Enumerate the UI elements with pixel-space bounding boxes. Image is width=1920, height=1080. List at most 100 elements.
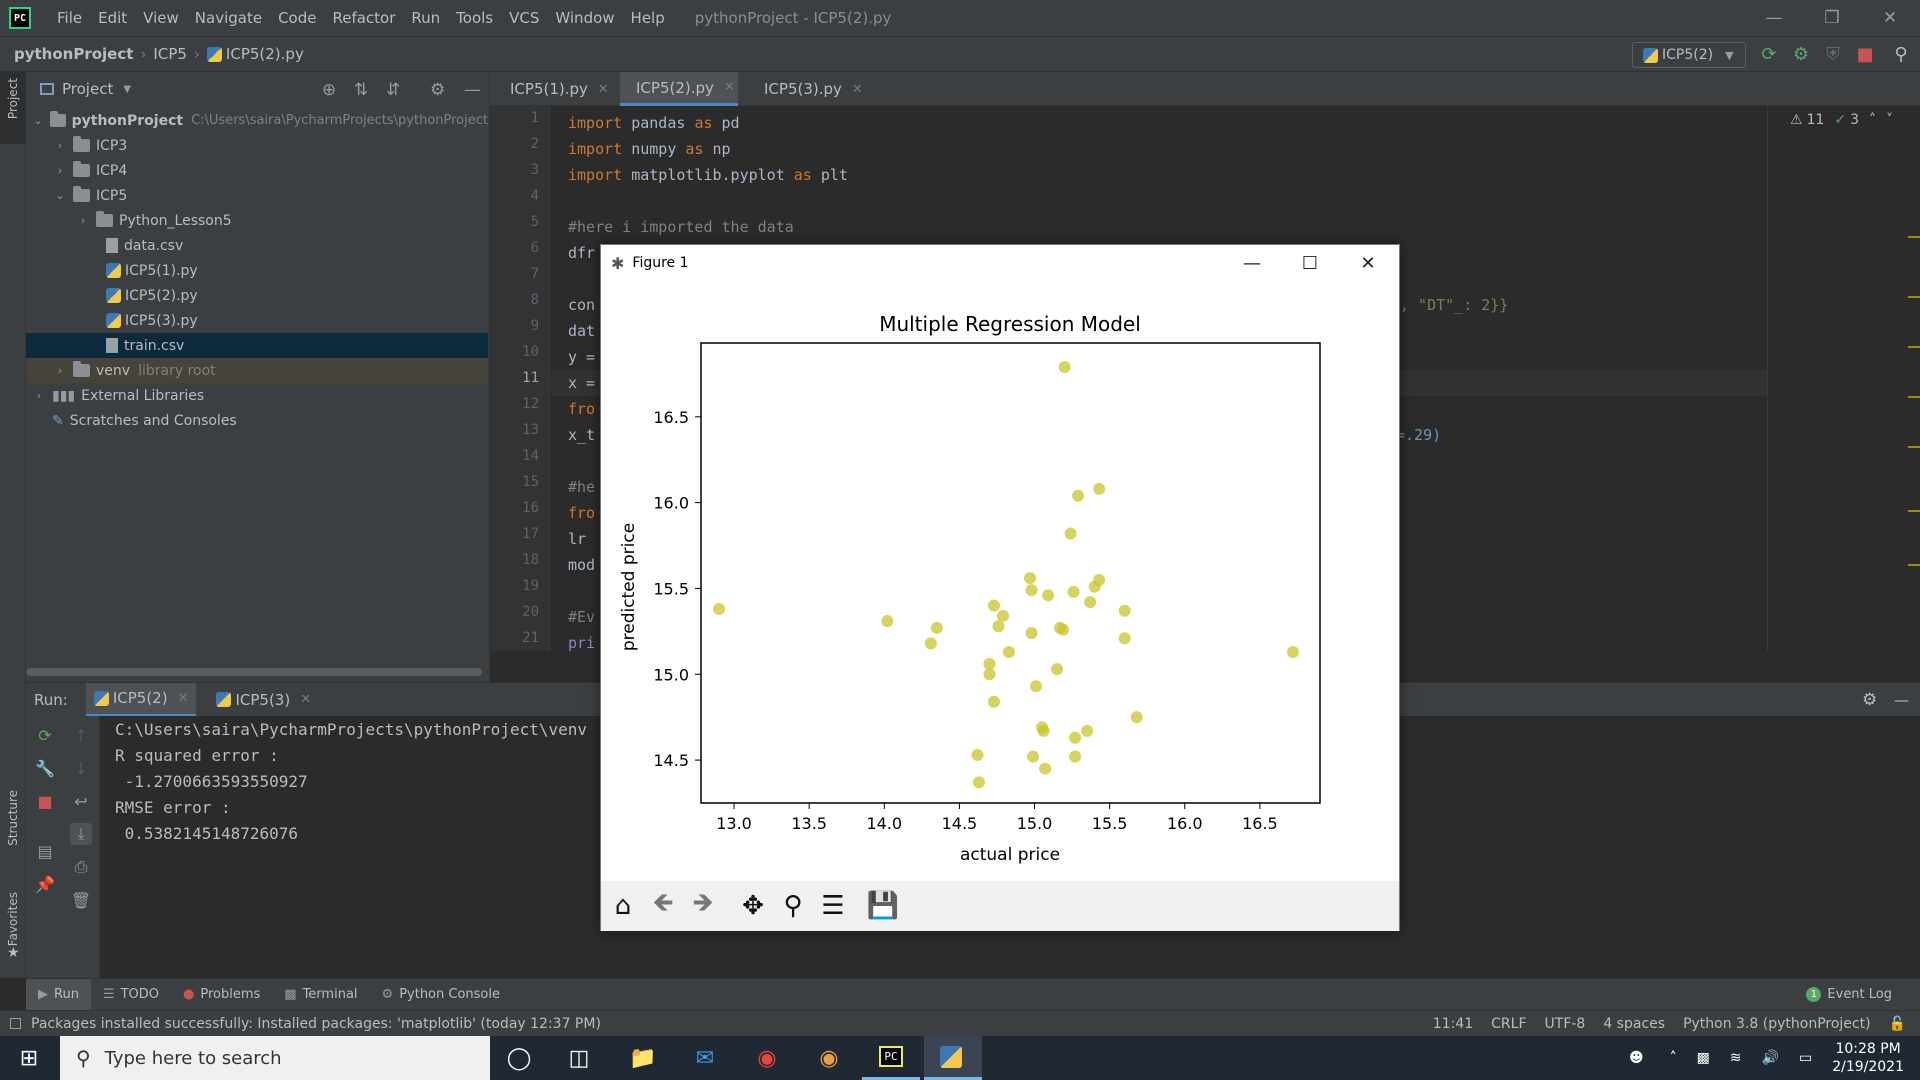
run-tab-icp5-3[interactable]: ICP5(3) ✕ — [208, 683, 319, 717]
inspection-widget[interactable]: ⚠ 11 ✓ 3 ˄ ˅ — [1790, 112, 1893, 128]
breadcrumb-folder[interactable]: ICP5 — [153, 45, 187, 63]
pycharm-taskbar-icon[interactable]: PC — [862, 1036, 920, 1080]
tree-item-venv[interactable]: › venv library root — [26, 358, 488, 383]
print-icon[interactable]: ⎙ — [74, 857, 88, 876]
tree-item-python-lesson5[interactable]: › Python_Lesson5 — [26, 208, 488, 233]
menu-file[interactable]: File — [57, 9, 83, 27]
tree-item-icp3[interactable]: › ICP3 — [26, 133, 488, 158]
menu-vcs[interactable]: VCS — [509, 9, 540, 27]
project-view-select[interactable]: Project — [62, 80, 114, 98]
save-icon[interactable]: 💾 — [866, 891, 900, 921]
bottom-tab-run[interactable]: ▶ Run — [26, 978, 91, 1011]
horizontal-scrollbar[interactable] — [26, 668, 482, 676]
cortana-icon[interactable]: ◯ — [506, 1045, 532, 1071]
tree-item-pythonproject[interactable]: ⌄ pythonProject C:\Users\saira\PycharmPr… — [26, 108, 488, 133]
bottom-tab-todo[interactable]: ☰ TODO — [91, 987, 171, 1002]
lock-icon[interactable]: 🔓 — [1888, 1015, 1906, 1032]
tree-item-icp5-2[interactable]: ICP5(2).py — [26, 283, 488, 308]
battery-saver-icon[interactable]: ▩ — [1696, 1050, 1710, 1066]
pin-icon[interactable]: 📌 — [35, 874, 55, 894]
line-separator[interactable]: CRLF — [1491, 1015, 1527, 1032]
debug-icon[interactable]: ⚙ — [1792, 43, 1810, 65]
breadcrumb-file[interactable]: ICP5(2).py — [225, 45, 304, 63]
collapse-all-icon[interactable]: ⇵ — [386, 80, 401, 100]
battery-icon[interactable]: ▭ — [1798, 1050, 1813, 1066]
chevron-down-icon[interactable]: ˅ — [1886, 112, 1894, 128]
gear-icon[interactable]: ⚙ — [430, 80, 446, 100]
close-tab-icon[interactable]: ✕ — [597, 81, 609, 97]
wifi-icon[interactable]: ≋ — [1729, 1050, 1742, 1066]
locate-icon[interactable]: ⊕ — [322, 80, 337, 100]
task-view-icon[interactable]: ◫ — [568, 1045, 590, 1071]
file-explorer-icon[interactable]: 📁 — [629, 1045, 657, 1071]
taskbar-search-input[interactable]: ⚲ Type here to search — [60, 1036, 490, 1080]
bottom-tab-terminal[interactable]: ▩ Terminal — [272, 987, 369, 1002]
tool-window-toggle-icon[interactable] — [10, 1018, 21, 1029]
back-icon[interactable]: 🡸 — [652, 888, 674, 918]
close-tab-icon[interactable]: ✕ — [177, 690, 189, 706]
bottom-tab-python-console[interactable]: ⚙ Python Console — [370, 987, 512, 1002]
menu-navigate[interactable]: Navigate — [194, 9, 263, 27]
bottom-tab-problems[interactable]: ● Problems — [171, 987, 272, 1002]
run-tab-icp5-2[interactable]: ICP5(2) ✕ — [85, 682, 197, 717]
scatter-chart[interactable]: Multiple Regression Model 13.0 13.5 14.0 14… — [601, 281, 1399, 881]
interpreter-select[interactable]: Python 3.8 (pythonProject) — [1683, 1015, 1871, 1032]
tab-icp5-3[interactable]: ICP5(3).py ✕ — [748, 72, 868, 106]
tree-item-external-libraries[interactable]: › ▮▮▮ External Libraries — [26, 383, 488, 408]
tree-item-train-csv[interactable]: train.csv — [26, 333, 488, 358]
stop-icon[interactable]: ■ — [37, 791, 53, 811]
arrow-up-icon[interactable]: ↑ — [74, 725, 88, 745]
arrow-down-icon[interactable]: ↓ — [74, 758, 88, 778]
home-icon[interactable]: ⌂ — [614, 891, 632, 921]
trash-icon[interactable]: 🗑 — [70, 890, 92, 910]
close-tab-icon[interactable]: ✕ — [723, 80, 735, 95]
volume-icon[interactable]: 🔊 — [1761, 1050, 1779, 1066]
clock[interactable]: 10:28 PM 2/19/2021 — [1832, 1040, 1904, 1076]
hide-icon[interactable]: — — [1894, 690, 1909, 709]
restore-icon[interactable]: ❐ — [1824, 8, 1840, 28]
windows-start-icon[interactable]: ⊞ — [19, 1045, 39, 1071]
close-tab-icon[interactable]: ✕ — [851, 81, 863, 97]
mail-icon[interactable]: ✉ — [695, 1045, 715, 1071]
chrome-icon[interactable]: ◉ — [757, 1045, 777, 1071]
tree-item-icp4[interactable]: › ICP4 — [26, 158, 488, 183]
tree-item-scratches[interactable]: ✎ Scratches and Consoles — [26, 408, 488, 433]
tree-item-data-csv[interactable]: data.csv — [26, 233, 488, 258]
figure-minimize-icon[interactable]: — — [1243, 252, 1261, 274]
expand-all-icon[interactable]: ⇅ — [354, 80, 369, 100]
menu-refactor[interactable]: Refactor — [332, 9, 396, 27]
forward-icon[interactable]: 🡺 — [692, 888, 714, 918]
chrome-profile-icon[interactable]: ◉ — [819, 1045, 839, 1071]
menu-window[interactable]: Window — [555, 9, 615, 27]
tool-window-project[interactable]: Project — [6, 78, 20, 120]
search-icon[interactable]: ⚲ — [1894, 43, 1908, 65]
run-config-select[interactable]: ICP5(2) ▼ — [1632, 42, 1746, 68]
menu-tools[interactable]: Tools — [456, 9, 494, 27]
layout-icon[interactable]: ▤ — [37, 841, 53, 861]
python-taskbar-icon[interactable] — [924, 1036, 982, 1080]
chevron-up-icon[interactable]: ˄ — [1669, 1050, 1677, 1066]
tree-item-icp5-1[interactable]: ICP5(1).py — [26, 258, 488, 283]
menu-view[interactable]: View — [143, 9, 179, 27]
status-message[interactable]: Packages installed successfully: Install… — [31, 1015, 601, 1032]
pan-icon[interactable]: ✥ — [742, 891, 764, 921]
gear-icon[interactable]: ⚙ — [1862, 689, 1878, 710]
figure-maximize-icon[interactable]: ☐ — [1301, 252, 1319, 274]
configure-icon[interactable]: ☰ — [821, 891, 845, 921]
tree-item-icp5-3[interactable]: ICP5(3).py — [26, 308, 488, 333]
chevron-up-icon[interactable]: ˄ — [1869, 112, 1877, 128]
coverage-icon[interactable]: ⛨ — [1826, 43, 1840, 65]
tab-icp5-1[interactable]: ICP5(1).py ✕ — [494, 72, 610, 106]
menu-run[interactable]: Run — [411, 9, 441, 27]
indent-setting[interactable]: 4 spaces — [1603, 1015, 1666, 1032]
wrench-icon[interactable]: 🔧 — [35, 758, 55, 778]
close-icon[interactable]: ✕ — [1882, 8, 1898, 28]
caret-position[interactable]: 11:41 — [1432, 1015, 1474, 1032]
rerun-icon[interactable]: ⟳ — [38, 725, 52, 745]
zoom-icon[interactable]: ⚲ — [783, 891, 803, 921]
minimize-icon[interactable]: — — [1765, 8, 1783, 28]
close-tab-icon[interactable]: ✕ — [300, 692, 312, 707]
tool-window-structure[interactable]: Structure — [6, 790, 20, 846]
tab-icp5-2[interactable]: ICP5(2).py ✕ — [620, 72, 738, 106]
scroll-to-end-icon[interactable]: ⤓ — [70, 823, 92, 845]
